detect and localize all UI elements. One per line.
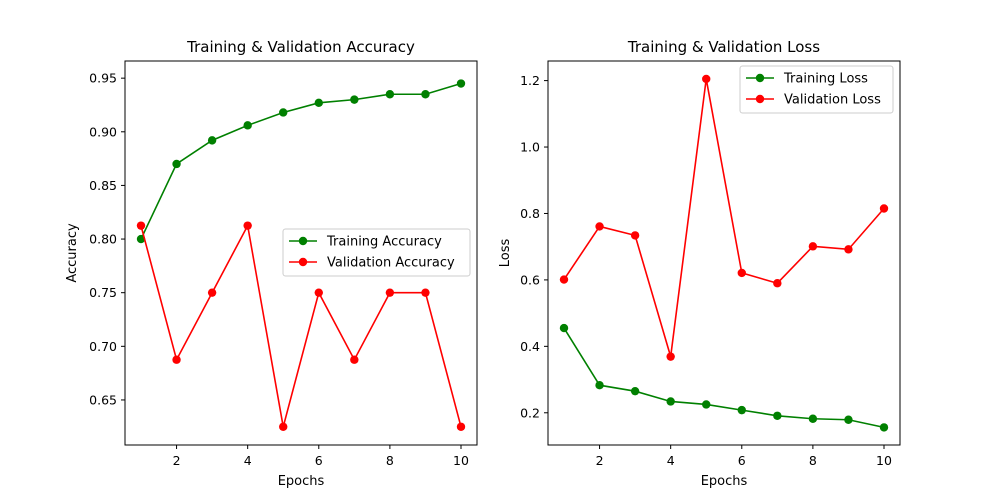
training-loss-point [595,381,604,390]
training-accuracy-legend-label: Training Accuracy [326,235,442,250]
validation-loss-point [666,352,675,361]
validation-accuracy-line [140,223,462,427]
accuracy-y-tick-label: 0.70 [89,339,117,354]
accuracy-legend-box [282,228,471,277]
accuracy-y-tick-label: 0.75 [89,285,117,300]
accuracy-y-tick-label: 0.65 [89,392,117,407]
accuracy-ticks: 2 4 6 8 10 0.65 0.70 0.75 0.80 0.85 0.90 0.95 [89,71,469,468]
accuracy-x-axis-label: Epochs [278,474,325,489]
loss-y-tick-label: 1.0 [520,140,540,155]
accuracy-x-tick-label: 10 [453,453,469,468]
validation-accuracy-point [314,288,323,297]
validation-loss-point [844,245,853,254]
loss-ticks: 2 4 6 8 10 0.2 0.4 0.6 0.8 1.0 1.2 [520,73,892,468]
accuracy-x-tick-label: 4 [244,453,252,468]
accuracy-y-tick-label: 0.90 [89,124,117,139]
validation-loss-point [702,74,711,84]
training-accuracy-point [350,95,359,104]
training-loss-point [808,414,818,423]
validation-accuracy-point [456,422,466,431]
validation-accuracy-legend-marker [298,257,308,267]
validation-accuracy-point [172,355,181,364]
training-accuracy-legend-marker [298,236,308,246]
validation-accuracy-point [207,288,217,297]
training-loss-legend-marker [755,73,765,83]
training-loss-point [879,423,889,432]
training-accuracy-point [279,108,288,117]
loss-chart-title: Training & Validation Loss [627,38,820,56]
loss-plot-frame [547,60,901,446]
training-accuracy-point [314,98,323,108]
loss-chart: Training & Validation Loss Epochs Loss 2… [498,38,901,489]
training-accuracy-point [136,234,146,244]
accuracy-legend: Training Accuracy Validation Accuracy [282,228,471,277]
loss-x-tick-label: 4 [667,453,675,468]
loss-y-tick-label: 0.4 [520,339,540,354]
accuracy-chart: Training & Validation Accuracy Epochs Ac… [65,38,478,489]
loss-x-tick-label: 8 [809,453,817,468]
training-loss-point [559,323,569,333]
validation-accuracy-point [421,288,430,297]
validation-accuracy-legend-label: Validation Accuracy [327,256,455,271]
training-accuracy-point [385,90,395,99]
accuracy-y-axis-label: Accuracy [65,223,80,283]
training-loss-point [666,397,675,406]
validation-loss-point [630,231,640,240]
loss-y-tick-label: 0.8 [520,206,540,221]
validation-loss-point [559,275,569,284]
accuracy-y-tick-label: 0.85 [89,178,117,193]
loss-y-tick-label: 0.2 [520,405,540,420]
accuracy-series [136,79,466,431]
training-accuracy-point [421,90,430,99]
loss-series [559,74,889,432]
training-loss-point [737,405,746,415]
validation-loss-line [563,78,885,357]
validation-accuracy-point [243,221,252,230]
validation-accuracy-point [279,422,288,431]
accuracy-x-tick-label: 6 [315,453,323,468]
training-loss-legend-label: Training Loss [783,72,868,87]
loss-x-tick-label: 2 [596,453,604,468]
validation-loss-point [773,279,782,288]
validation-accuracy-point [136,221,146,230]
training-accuracy-point [456,79,466,88]
training-loss-line [563,327,885,429]
accuracy-x-tick-label: 8 [386,453,394,468]
training-loss-point [773,411,782,420]
accuracy-y-tick-label: 0.95 [89,71,117,86]
accuracy-x-tick-label: 2 [173,453,181,468]
training-loss-point [702,400,711,409]
training-loss-point [844,415,853,424]
validation-accuracy-point [385,288,395,297]
training-accuracy-point [207,136,217,145]
accuracy-chart-title: Training & Validation Accuracy [186,38,415,56]
training-accuracy-point [172,159,181,169]
validation-loss-point [879,204,889,213]
training-loss-point [630,386,640,396]
validation-loss-point [595,222,604,231]
validation-loss-legend-marker [755,94,765,104]
training-accuracy-line [140,82,462,240]
validation-accuracy-point [350,355,359,364]
loss-x-tick-label: 6 [738,453,746,468]
validation-loss-point [737,268,746,278]
loss-y-tick-label: 1.2 [520,73,540,88]
loss-x-tick-label: 10 [876,453,892,468]
validation-loss-legend-label: Validation Loss [784,93,881,108]
accuracy-y-tick-label: 0.80 [89,232,117,247]
loss-y-tick-label: 0.6 [520,272,540,287]
validation-loss-point [808,242,818,251]
accuracy-plot-frame [124,60,478,446]
loss-y-axis-label: Loss [498,239,513,268]
loss-x-axis-label: Epochs [701,474,748,489]
loss-legend: Training Loss Validation Loss [739,65,894,114]
training-accuracy-point [243,121,252,130]
loss-legend-box [739,65,894,114]
